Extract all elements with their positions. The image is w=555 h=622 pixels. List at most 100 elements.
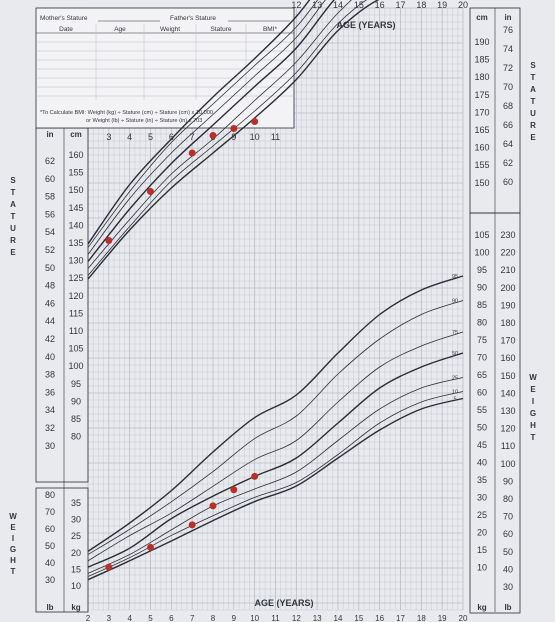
stature-curve-p25 [87, 0, 352, 269]
x-tick-bottom: 18 [417, 614, 426, 622]
stature-right-cm-tick: 160 [474, 143, 489, 153]
weight-percentile-label-p95: 95 [452, 274, 458, 280]
weight-right-lb-tick: 210 [500, 265, 515, 275]
weight-left-kg-tick: 35 [71, 498, 81, 508]
stature-cm-tick: 80 [71, 432, 81, 442]
unit-kg-right: kg [477, 603, 486, 612]
x-tick-bottom: 11 [271, 614, 280, 622]
x-tick-bottom: 19 [438, 614, 447, 622]
stature-in-tick: 30 [45, 441, 55, 451]
side-label-weight-right-letter: W [529, 373, 537, 382]
stature-cm-tick: 95 [71, 379, 81, 389]
stature-cm-tick: 85 [71, 414, 81, 424]
x-tick-bottom: 15 [354, 614, 363, 622]
side-label-weight-left-letter: I [12, 534, 14, 543]
unit-cm-left: cm [70, 130, 82, 139]
weight-right-kg-tick: 15 [477, 545, 487, 555]
x-tick-inner: 7 [190, 132, 195, 142]
stature-curve-p95 [87, 0, 311, 245]
stature-cm-tick: 120 [68, 291, 83, 301]
weight-curve-p90 [87, 300, 464, 555]
weight-percentile-label-p50: 50 [452, 351, 458, 357]
weight-right-lb-tick: 60 [503, 529, 513, 539]
weight-right-kg-tick: 35 [477, 475, 487, 485]
stature-right-cm-tick: 170 [474, 107, 489, 117]
side-label-stature-left-letter: S [10, 176, 16, 185]
weight-right-lb-tick: 180 [500, 318, 515, 328]
weight-right-lb-tick: 100 [500, 459, 515, 469]
x-tick-inner: 6 [169, 132, 174, 142]
stature-curve-p10 [87, 0, 367, 276]
weight-curve-p50 [87, 352, 464, 568]
x-tick-top: 13 [312, 0, 322, 10]
x-tick-bottom: 13 [313, 614, 322, 622]
weight-left-kg-tick: 10 [71, 581, 81, 591]
side-label-weight-left-letter: T [11, 567, 16, 576]
unit-in-right: in [504, 13, 511, 22]
weight-right-kg-tick: 95 [477, 265, 487, 275]
x-tick-top: 18 [416, 0, 426, 10]
stature-right-in-tick: 70 [503, 82, 513, 92]
side-label-stature-left-letter: E [10, 248, 16, 257]
header-table: Mother's Stature Father's Stature Date Age W… [35, 7, 295, 129]
side-label-weight-left-letter: G [10, 545, 16, 554]
weight-left-lb-tick: 70 [45, 507, 55, 517]
side-label-stature-right-letter: A [530, 85, 536, 94]
unit-lb-left: lb [46, 603, 53, 612]
header-column-0: Date [59, 26, 73, 33]
weight-right-kg-tick: 75 [477, 335, 487, 345]
weight-right-lb-tick: 110 [501, 441, 515, 451]
weight-right-lb-tick: 220 [500, 248, 515, 258]
weight-right-lb-tick: 80 [503, 494, 513, 504]
side-label-stature-left-letter: A [10, 200, 16, 209]
x-tick-bottom: 10 [250, 614, 259, 622]
stature-cm-tick: 130 [68, 256, 83, 266]
weight-percentile-label-p75: 75 [452, 330, 458, 336]
stature-right-cm-tick: 155 [474, 160, 489, 170]
weight-right-lb-tick: 130 [500, 406, 515, 416]
stature-point [147, 188, 154, 195]
weight-percentile-curves: 95 90 75 50 25 105 [87, 274, 464, 581]
axis-labels: AGE (YEARS)AGE (YEARS)SSTTAATTUURREEWWEE… [9, 0, 537, 622]
weight-right-kg-tick: 65 [477, 370, 487, 380]
side-label-weight-left-letter: W [9, 512, 17, 521]
stature-point [209, 132, 217, 139]
stature-right-in-tick: 68 [503, 101, 513, 111]
weight-left-lb-tick: 50 [45, 541, 55, 551]
x-tick-bottom: 3 [107, 614, 112, 622]
stature-right-cm-tick: 185 [474, 55, 489, 65]
weight-point [209, 502, 217, 510]
side-label-stature-left-letter: R [10, 236, 16, 245]
stature-right-in-tick: 76 [503, 25, 513, 35]
weight-right-kg-tick: 70 [477, 353, 487, 363]
x-tick-inner: 4 [127, 132, 132, 142]
stature-in-tick: 54 [45, 227, 55, 237]
header-column-3: Stature [211, 26, 232, 33]
weight-right-kg-tick: 40 [477, 458, 487, 468]
stature-right-cm-tick: 150 [474, 178, 489, 188]
weight-curve-p25 [87, 377, 464, 574]
stature-in-tick: 34 [45, 405, 55, 415]
side-label-weight-right-letter: H [530, 421, 536, 430]
stature-point [188, 149, 196, 157]
x-tick-inner: 5 [148, 132, 153, 142]
side-label-stature-right-letter: T [531, 73, 536, 82]
weight-right-lb-tick: 70 [503, 512, 513, 522]
weight-left-kg-tick: 30 [71, 515, 81, 525]
x-tick-inner: 9 [231, 132, 236, 142]
weight-right-lb-tick: 170 [500, 336, 515, 346]
x-tick-inner: 10 [250, 132, 260, 142]
weight-point [147, 543, 154, 551]
x-tick-bottom: 4 [127, 614, 132, 622]
stature-right-cm-tick: 190 [474, 37, 489, 47]
weight-right-lb-tick: 200 [500, 283, 515, 293]
stature-in-tick: 48 [45, 281, 55, 291]
stature-in-tick: 50 [45, 263, 55, 273]
x-tick-bottom: 14 [334, 614, 343, 622]
fathers-stature-label: Father's Stature [170, 15, 216, 22]
left-weight-axis-frame [35, 487, 89, 613]
weight-left-kg-tick: 20 [71, 548, 81, 558]
x-tick-bottom: 5 [148, 614, 153, 622]
